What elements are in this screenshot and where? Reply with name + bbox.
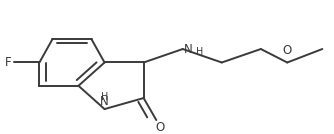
Text: H: H xyxy=(101,92,108,102)
Text: F: F xyxy=(5,56,11,69)
Text: O: O xyxy=(156,121,165,134)
Text: O: O xyxy=(283,44,292,57)
Text: N: N xyxy=(184,42,193,55)
Text: H: H xyxy=(196,47,203,57)
Text: N: N xyxy=(100,95,109,108)
